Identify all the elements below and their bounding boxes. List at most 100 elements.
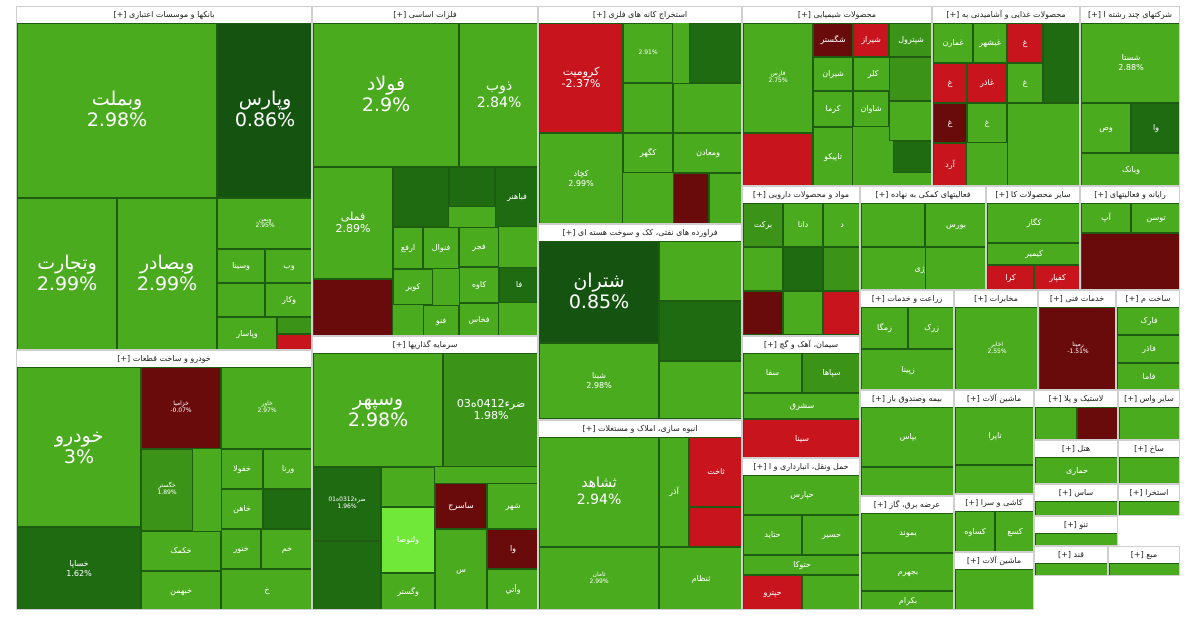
stock-tile[interactable]: خکمک: [141, 531, 221, 571]
stock-tile[interactable]: غ: [1007, 63, 1043, 103]
sector-title[interactable]: شرکتهای چند رشته ا [+]: [1081, 7, 1179, 23]
stock-tile[interactable]: ارفع: [393, 227, 423, 269]
stock-tile[interactable]: [1119, 457, 1179, 483]
stock-tile[interactable]: 2.91%: [623, 23, 673, 83]
stock-tile[interactable]: [743, 291, 783, 335]
stock-tile[interactable]: [659, 301, 741, 361]
stock-tile[interactable]: وتجارت 2.99%: [17, 198, 117, 349]
sector-title[interactable]: هتل [+]: [1035, 441, 1117, 457]
stock-tile[interactable]: [1081, 233, 1179, 289]
stock-tile[interactable]: د: [823, 203, 859, 247]
stock-tile[interactable]: فاذر: [1117, 335, 1179, 363]
stock-tile[interactable]: وبمن 2.95%: [217, 198, 311, 249]
stock-tile[interactable]: وبصادر 2.99%: [117, 198, 217, 349]
stock-tile[interactable]: وپاسار: [217, 317, 277, 349]
stock-tile[interactable]: شهر: [487, 483, 537, 529]
stock-tile[interactable]: [313, 541, 381, 609]
sector-title[interactable]: رایانه و فعالیتهای [+]: [1081, 187, 1179, 203]
stock-tile[interactable]: س: [435, 529, 487, 609]
stock-tile[interactable]: وبملت 2.98%: [17, 23, 217, 198]
stock-tile[interactable]: شیران: [813, 57, 853, 91]
stock-tile[interactable]: ضرء0412ه03 1.98%: [443, 353, 537, 467]
stock-tile[interactable]: وا: [487, 529, 537, 569]
stock-tile[interactable]: وسینا: [217, 249, 265, 283]
stock-tile[interactable]: کلر: [853, 57, 893, 91]
sector-title[interactable]: مواد و محصولات دارویی [+]: [743, 187, 859, 203]
sector-title[interactable]: فراورده های نفتی، کک و سوخت هسته ای [+]: [539, 225, 741, 241]
stock-tile[interactable]: [217, 283, 265, 317]
stock-tile[interactable]: کچاد 2.99%: [539, 133, 623, 223]
stock-tile[interactable]: خزامیا -0.07%: [141, 367, 221, 449]
stock-tile[interactable]: [1109, 563, 1179, 575]
stock-tile[interactable]: خودرو 3%: [17, 367, 141, 527]
sector-title[interactable]: فعالیتهای کمکی به نهاده [+]: [861, 187, 985, 203]
stock-tile[interactable]: خم: [261, 529, 311, 569]
stock-tile[interactable]: ضرء0312ه01 1.96%: [313, 467, 381, 541]
stock-tile[interactable]: غاذر: [967, 63, 1007, 103]
stock-tile[interactable]: کگاز: [987, 203, 1079, 243]
stock-tile[interactable]: حپارس: [743, 475, 859, 515]
stock-tile[interactable]: غ: [1007, 23, 1043, 63]
sector-title[interactable]: سایر واس [+]: [1119, 391, 1179, 407]
stock-tile[interactable]: سشرق: [743, 393, 859, 419]
stock-tile[interactable]: ثشاهد 2.94%: [539, 437, 659, 547]
stock-tile[interactable]: غ: [933, 103, 967, 143]
stock-tile[interactable]: ثنظام: [659, 547, 741, 609]
sector-title[interactable]: تنو [+]: [1035, 517, 1117, 533]
stock-tile[interactable]: فا: [499, 267, 537, 303]
stock-tile[interactable]: [659, 361, 741, 419]
stock-tile[interactable]: [802, 575, 859, 609]
stock-tile[interactable]: وکار: [265, 283, 311, 317]
stock-tile[interactable]: وگستر: [381, 573, 435, 609]
stock-tile[interactable]: [623, 83, 673, 133]
stock-tile[interactable]: شستا 2.88%: [1081, 23, 1179, 103]
sector-title[interactable]: سرمایه گذاریها [+]: [313, 337, 537, 353]
sector-title[interactable]: عرضه برق، گاز [+]: [861, 497, 953, 513]
stock-tile[interactable]: ثامان 2.99%: [539, 547, 659, 609]
stock-tile[interactable]: ذوب 2.84%: [459, 23, 537, 167]
stock-tile[interactable]: حسیر: [802, 515, 859, 555]
stock-tile[interactable]: [955, 465, 1033, 493]
sector-title[interactable]: ماشین آلات [+]: [955, 391, 1033, 407]
stock-tile[interactable]: وا: [1131, 103, 1179, 153]
stock-tile[interactable]: دانا: [783, 203, 823, 247]
stock-tile[interactable]: وسپهر 2.98%: [313, 353, 443, 467]
stock-tile[interactable]: شتران 0.85%: [539, 241, 659, 343]
stock-tile[interactable]: [823, 247, 859, 291]
stock-tile[interactable]: شبنا 2.98%: [539, 343, 659, 419]
stock-tile[interactable]: [1035, 533, 1117, 545]
stock-tile[interactable]: ثاخت: [689, 437, 741, 507]
stock-tile[interactable]: حپترو: [743, 575, 802, 609]
stock-tile[interactable]: [1119, 407, 1179, 439]
stock-tile[interactable]: فخاس: [459, 303, 499, 335]
sector-title[interactable]: زراعت و خدمات [+]: [861, 291, 953, 307]
stock-tile[interactable]: وب: [265, 249, 311, 283]
stock-tile[interactable]: [1035, 501, 1117, 515]
stock-tile[interactable]: کاوه: [459, 267, 499, 303]
stock-tile[interactable]: بجهرم: [861, 553, 953, 591]
stock-tile[interactable]: کسع: [995, 511, 1033, 551]
stock-tile[interactable]: خبهمن: [141, 571, 221, 609]
stock-tile[interactable]: [659, 241, 741, 301]
sector-title[interactable]: خودرو و ساخت قطعات [+]: [17, 351, 311, 367]
stock-tile[interactable]: خگستر 1.89%: [141, 449, 193, 531]
stock-tile[interactable]: خ: [221, 569, 311, 609]
stock-tile[interactable]: سفا: [743, 353, 802, 393]
stock-tile[interactable]: [381, 467, 435, 507]
stock-tile[interactable]: شیراز: [853, 23, 889, 57]
sector-title[interactable]: استخرا [+]: [1119, 485, 1179, 501]
stock-tile[interactable]: خفولا: [221, 449, 263, 489]
stock-tile[interactable]: [1043, 23, 1079, 103]
stock-tile[interactable]: آپ: [1081, 203, 1131, 233]
stock-tile[interactable]: [743, 247, 783, 291]
stock-tile[interactable]: [263, 489, 311, 529]
stock-tile[interactable]: وبانک: [1081, 153, 1179, 185]
stock-tile[interactable]: [393, 167, 449, 227]
stock-tile[interactable]: [861, 467, 953, 495]
sector-title[interactable]: مبع [+]: [1109, 547, 1179, 563]
stock-tile[interactable]: فارک: [1117, 307, 1179, 335]
stock-tile[interactable]: [673, 173, 709, 223]
stock-tile[interactable]: حماری: [1035, 457, 1117, 483]
sector-title[interactable]: حمل ونقل، انبارداری و ا [+]: [743, 459, 859, 475]
stock-tile[interactable]: فنو: [423, 305, 459, 335]
